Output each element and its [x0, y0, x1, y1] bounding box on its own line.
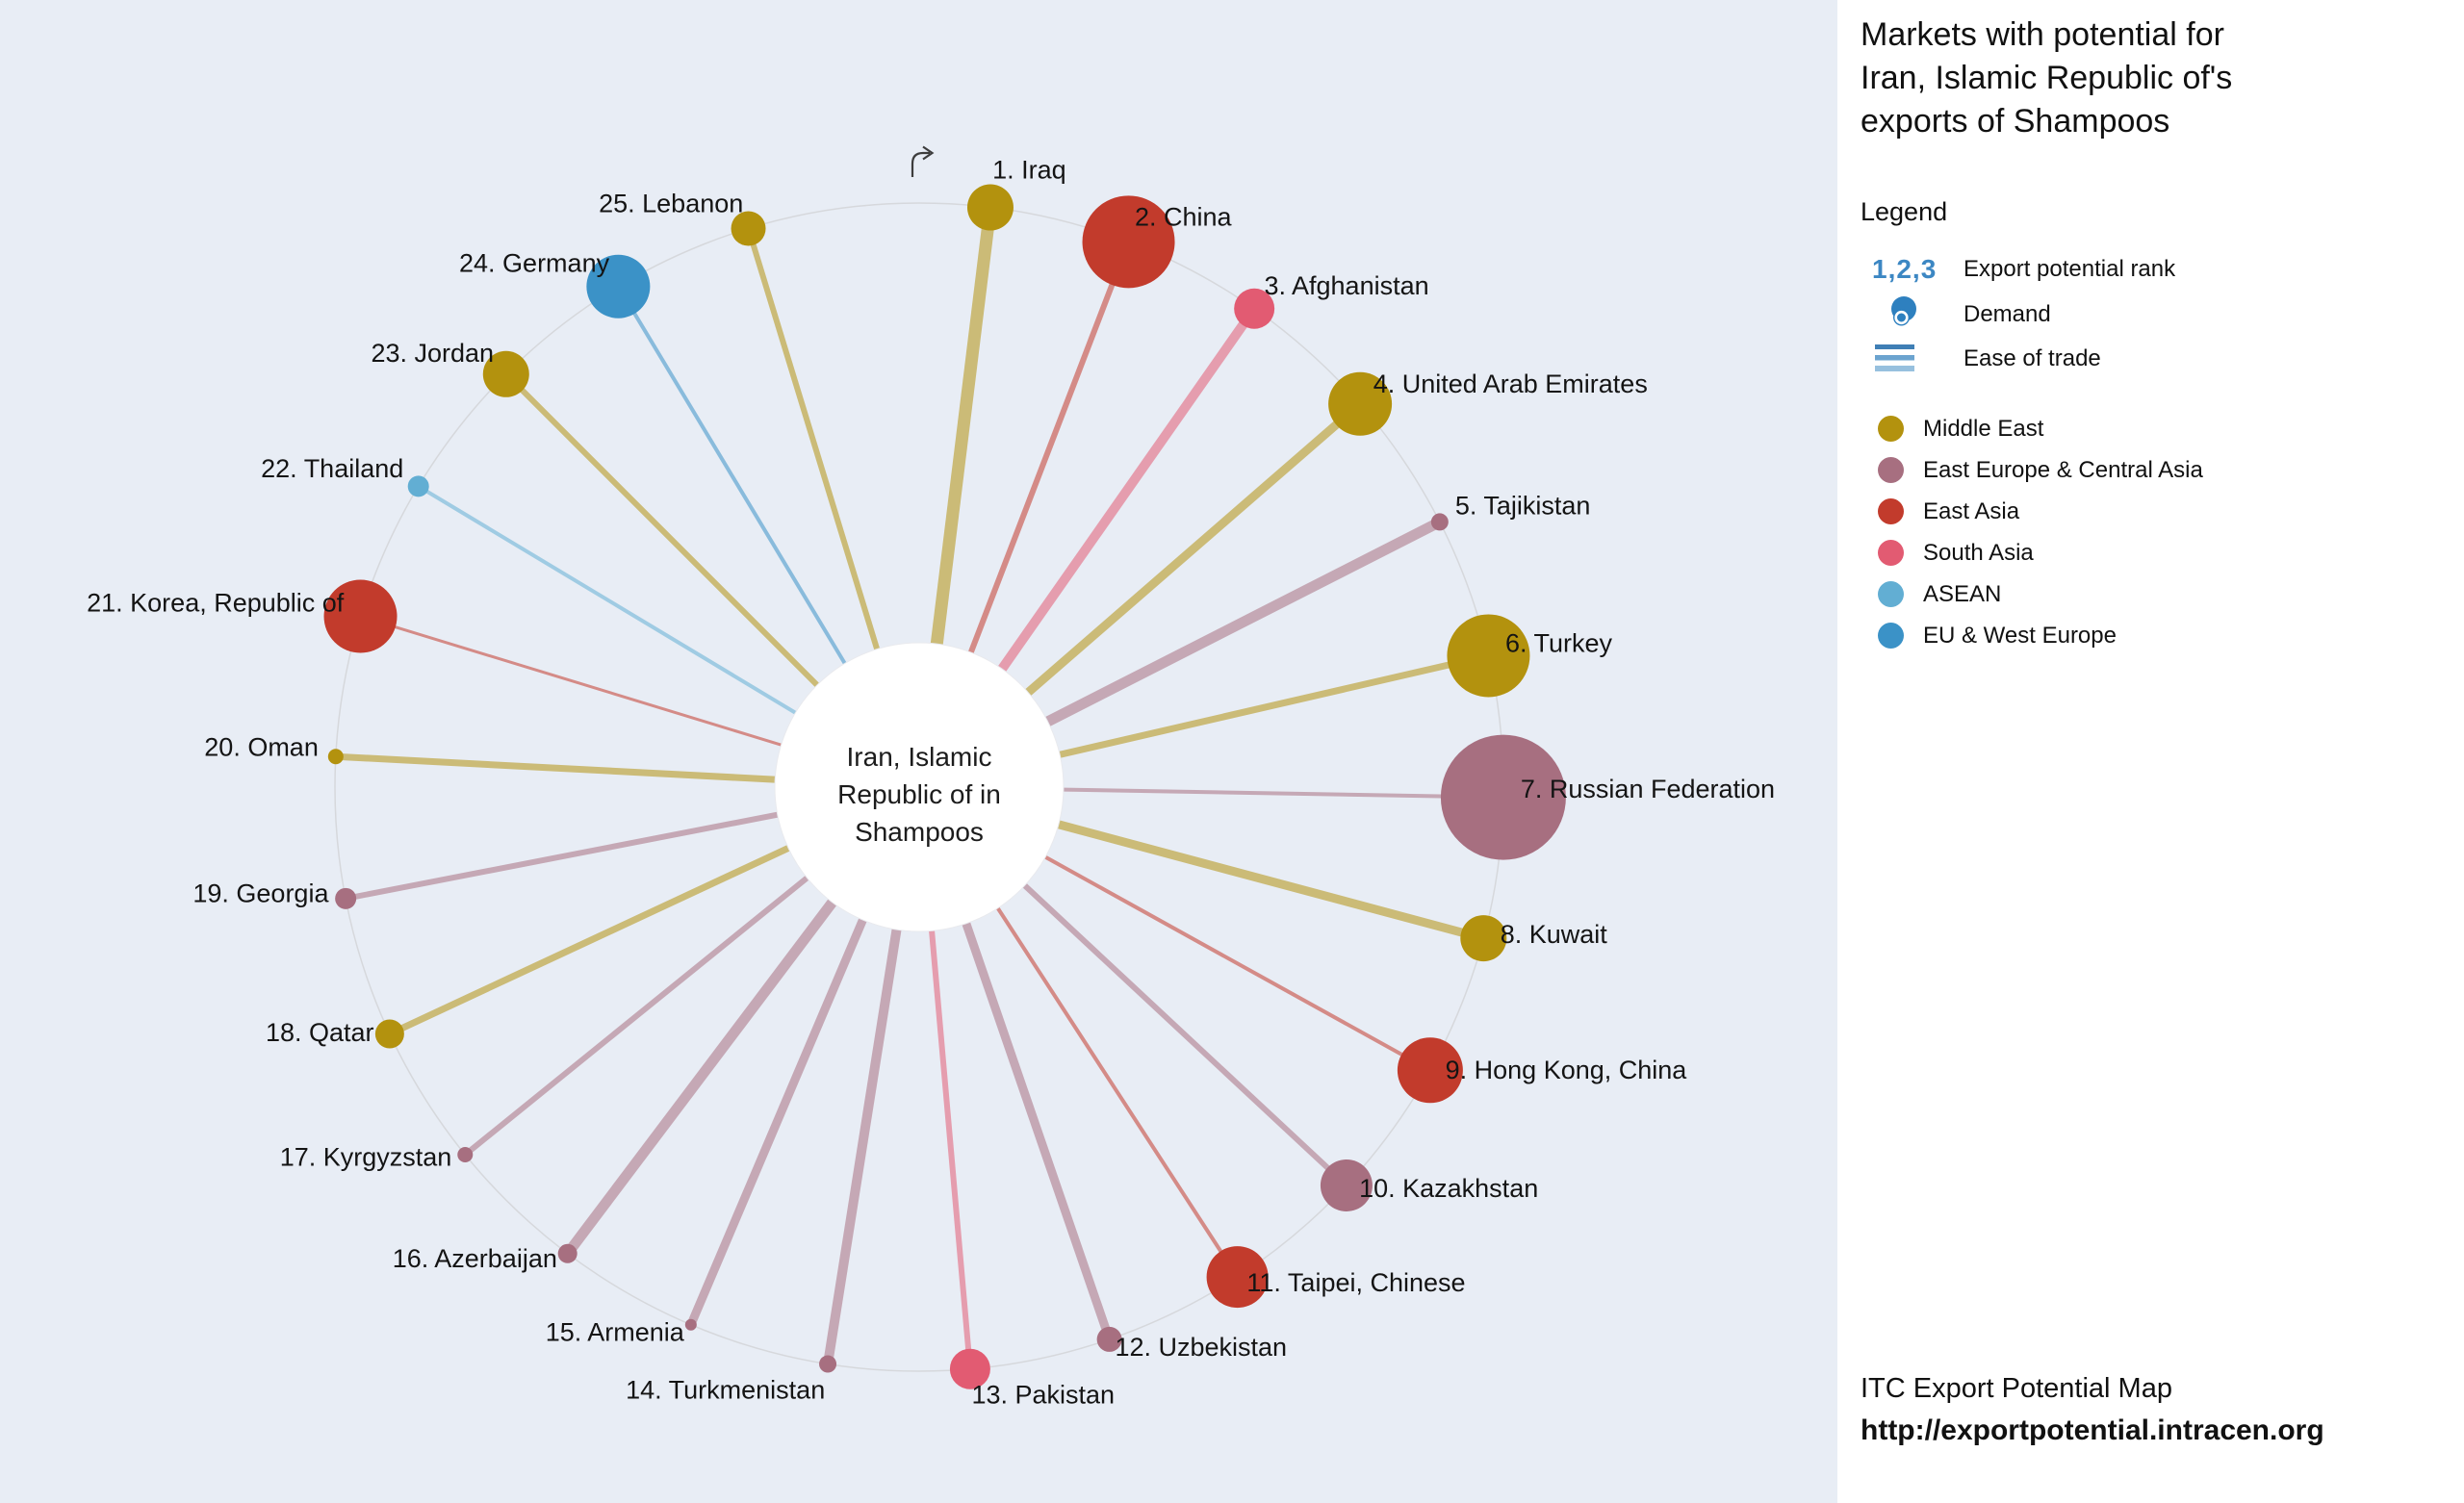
rank-numbers-icon: 1,2,3: [1872, 254, 1938, 284]
legend-region-east-asia: East Asia: [1861, 491, 2447, 532]
legend-row-rank: 1,2,3 Export potential rank: [1861, 254, 2447, 285]
bubble-16-azerbaijan[interactable]: [557, 1243, 578, 1263]
region-dot-icon: [1878, 623, 1904, 649]
region-dot-icon: [1878, 416, 1904, 442]
market-label-hong-kong-china[interactable]: 9. Hong Kong, China: [1446, 1056, 1688, 1084]
region-label: South Asia: [1923, 539, 2034, 566]
radial-chart: Iran, Islamic Republic of in Shampoos 1. Ir…: [87, 145, 1775, 1410]
bubble-1-iraq[interactable]: [966, 184, 1014, 231]
market-label-united-arab-emirates[interactable]: 4. United Arab Emirates: [1373, 369, 1648, 398]
legend-region-asean: ASEAN: [1861, 573, 2447, 615]
title-line: Markets with potential for: [1861, 16, 2224, 53]
market-label-afghanistan[interactable]: 3. Afghanistan: [1264, 271, 1428, 300]
market-label-tajikistan[interactable]: 5. Tajikistan: [1455, 491, 1591, 520]
region-dot-icon: [1878, 457, 1904, 483]
region-label: Middle East: [1923, 415, 2044, 442]
bubble-15-armenia[interactable]: [684, 1318, 697, 1331]
market-label-thailand[interactable]: 22. Thailand: [261, 454, 403, 483]
market-label-lebanon[interactable]: 25. Lebanon: [599, 189, 743, 217]
bubble-17-kyrgyzstan[interactable]: [457, 1146, 474, 1162]
center-circle: [774, 642, 1065, 932]
market-label-korea-republic-of[interactable]: 21. Korea, Republic of: [87, 588, 345, 617]
market-label-jordan[interactable]: 23. Jordan: [371, 339, 494, 368]
market-label-qatar[interactable]: 18. Qatar: [266, 1018, 374, 1047]
legend-row-ease: Ease of trade: [1861, 343, 2447, 375]
legend-region-east-europe-central-asia: East Europe & Central Asia: [1861, 449, 2447, 491]
legend-region-south-asia: South Asia: [1861, 532, 2447, 573]
footer-app-name: ITC Export Potential Map: [1861, 1373, 2172, 1404]
market-label-kazakhstan[interactable]: 10. Kazakhstan: [1359, 1174, 1538, 1203]
region-label: ASEAN: [1923, 580, 2002, 607]
bubble-4-united-arab-emirates[interactable]: [1328, 371, 1393, 436]
bubble-8-kuwait[interactable]: [1460, 915, 1507, 962]
title-line: exports of Shampoos: [1861, 103, 2170, 140]
market-label-china[interactable]: 2. China: [1135, 203, 1233, 232]
bubble-10-kazakhstan[interactable]: [1320, 1159, 1373, 1211]
legend-row-demand: Demand: [1861, 294, 2447, 335]
bubble-19-georgia[interactable]: [335, 887, 357, 909]
region-dot-icon: [1878, 581, 1904, 607]
ease-of-trade-icon: [1875, 344, 1914, 371]
legend-region-eu-west-europe: EU & West Europe: [1861, 615, 2447, 656]
bubble-25-lebanon[interactable]: [731, 211, 766, 246]
market-label-pakistan[interactable]: 13. Pakistan: [971, 1381, 1115, 1410]
legend-region-middle-east: Middle East: [1861, 408, 2447, 449]
footer: ITC Export Potential Map http://exportpo…: [1861, 1367, 2324, 1452]
market-label-iraq[interactable]: 1. Iraq: [992, 156, 1066, 185]
bubble-12-uzbekistan[interactable]: [1096, 1326, 1122, 1352]
demand-icon: [1891, 296, 1916, 326]
bubble-23-jordan[interactable]: [482, 350, 529, 397]
bubble-14-turkmenistan[interactable]: [819, 1355, 837, 1373]
bubble-24-germany[interactable]: [586, 254, 651, 318]
market-label-kuwait[interactable]: 8. Kuwait: [1501, 920, 1608, 949]
market-label-germany[interactable]: 24. Germany: [459, 248, 610, 277]
bubble-6-turkey[interactable]: [1447, 614, 1530, 698]
market-label-oman[interactable]: 20. Oman: [204, 732, 319, 761]
legend-heading: Legend: [1861, 197, 1948, 226]
footer-url[interactable]: http://exportpotential.intracen.org: [1861, 1414, 2324, 1446]
market-label-turkey[interactable]: 6. Turkey: [1505, 628, 1613, 657]
title-line: Iran, Islamic Republic of's: [1861, 60, 2233, 96]
side-panel: Markets with potential for Iran, Islamic…: [1837, 0, 2464, 1503]
bubble-21-korea-republic-of[interactable]: [323, 579, 398, 653]
region-dot-icon: [1878, 540, 1904, 566]
page-title: Markets with potential for Iran, Islamic…: [1861, 13, 2447, 143]
market-label-kyrgyzstan[interactable]: 17. Kyrgyzstan: [280, 1142, 452, 1171]
bubble-18-qatar[interactable]: [374, 1019, 404, 1049]
rank-start-arrow-icon: [911, 151, 930, 177]
region-dot-icon: [1878, 498, 1904, 524]
market-label-uzbekistan[interactable]: 12. Uzbekistan: [1115, 1333, 1287, 1362]
bubble-13-pakistan[interactable]: [949, 1348, 990, 1389]
market-label-armenia[interactable]: 15. Armenia: [546, 1317, 685, 1346]
region-label: East Asia: [1923, 497, 2020, 524]
market-label-turkmenistan[interactable]: 14. Turkmenistan: [626, 1375, 825, 1404]
legend-region-list: Middle East East Europe & Central Asia Eas…: [1861, 408, 2447, 656]
bubble-11-taipei-chinese[interactable]: [1206, 1246, 1269, 1309]
bubble-9-hong-kong-china[interactable]: [1397, 1037, 1463, 1104]
bubble-5-tajikistan[interactable]: [1430, 513, 1449, 531]
bubble-3-afghanistan[interactable]: [1234, 288, 1275, 329]
market-label-russian-federation[interactable]: 7. Russian Federation: [1521, 775, 1775, 803]
region-label: EU & West Europe: [1923, 622, 2117, 649]
rank-start-arrowhead-icon: [922, 145, 935, 161]
ease-legend-label: Ease of trade: [1964, 345, 2101, 371]
bubble-20-oman[interactable]: [327, 749, 344, 765]
market-label-taipei-chinese[interactable]: 11. Taipei, Chinese: [1246, 1268, 1465, 1297]
bubble-7-russian-federation[interactable]: [1440, 734, 1566, 860]
market-label-georgia[interactable]: 19. Georgia: [192, 879, 329, 907]
rank-legend-label: Export potential rank: [1964, 256, 2176, 282]
market-label-azerbaijan[interactable]: 16. Azerbaijan: [393, 1244, 557, 1273]
demand-legend-label: Demand: [1964, 301, 2051, 327]
bubble-22-thailand[interactable]: [407, 475, 429, 497]
center-label: Iran, Islamic Republic of in Shampoos: [837, 742, 1001, 847]
region-label: East Europe & Central Asia: [1923, 456, 2203, 483]
bubble-2-china[interactable]: [1082, 195, 1175, 289]
